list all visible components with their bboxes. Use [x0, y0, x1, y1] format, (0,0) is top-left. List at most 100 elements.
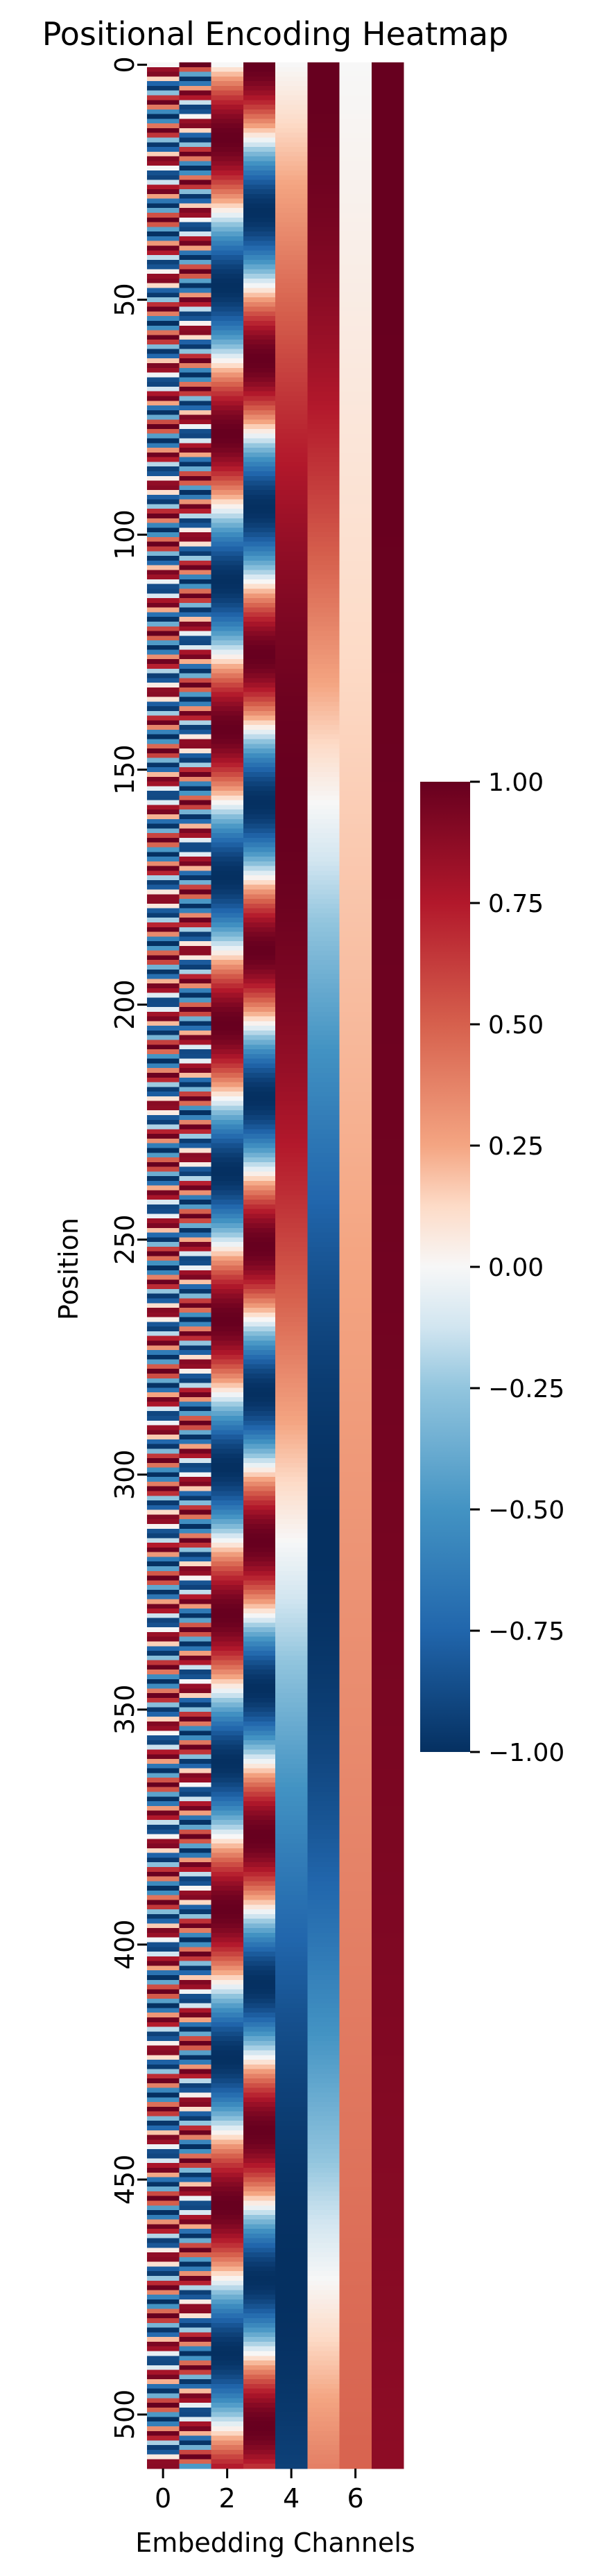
- heatmap-cell: [211, 490, 244, 496]
- heatmap-cell: [371, 1030, 404, 1036]
- heatmap-cell: [275, 664, 308, 669]
- heatmap-cell: [211, 81, 244, 87]
- heatmap-cell: [339, 2083, 372, 2089]
- heatmap-cell: [371, 1227, 404, 1234]
- heatmap-cell: [179, 1134, 212, 1139]
- heatmap-cell: [371, 1439, 404, 1445]
- heatmap-cell: [339, 979, 372, 984]
- heatmap-cell: [307, 626, 340, 632]
- heatmap-cell: [243, 1406, 276, 1412]
- heatmap-cell: [339, 579, 372, 585]
- heatmap-cell: [179, 1448, 212, 1454]
- heatmap-cell: [243, 386, 276, 392]
- heatmap-cell: [211, 1744, 244, 1751]
- heatmap-cell: [307, 1646, 340, 1651]
- heatmap-cell: [307, 729, 340, 735]
- heatmap-cell: [147, 1462, 180, 1469]
- heatmap-cell: [371, 847, 404, 852]
- heatmap-cell: [371, 2299, 404, 2305]
- heatmap-cell: [307, 1322, 340, 1327]
- heatmap-cell: [211, 1937, 244, 1943]
- heatmap-cell: [339, 2036, 372, 2042]
- heatmap-cell: [147, 950, 180, 956]
- heatmap-cell: [243, 1594, 276, 1600]
- heatmap-cell: [339, 828, 372, 834]
- heatmap-cell: [179, 1904, 212, 1910]
- heatmap-cell: [243, 1462, 276, 1469]
- heatmap-cell: [275, 353, 308, 359]
- heatmap-cell: [147, 184, 180, 190]
- heatmap-cell: [371, 1575, 404, 1581]
- heatmap-cell: [339, 1636, 372, 1642]
- heatmap-cell: [211, 734, 244, 740]
- heatmap-cell: [179, 170, 212, 176]
- heatmap-cell: [275, 2135, 308, 2140]
- heatmap-cell: [275, 2130, 308, 2136]
- heatmap-cell: [243, 382, 276, 387]
- heatmap-cell: [243, 1904, 276, 1910]
- heatmap-cell: [307, 1566, 340, 1572]
- heatmap-cell: [371, 419, 404, 425]
- heatmap-cell: [147, 692, 180, 698]
- heatmap-cell: [339, 1923, 372, 1929]
- heatmap-cell: [371, 2243, 404, 2248]
- heatmap-cell: [179, 1688, 212, 1694]
- heatmap-cell: [179, 1340, 212, 1346]
- heatmap-cell: [211, 250, 244, 256]
- heatmap-cell: [243, 659, 276, 665]
- heatmap-cell: [339, 1425, 372, 1430]
- heatmap-cell: [371, 527, 404, 533]
- heatmap-cell: [339, 1829, 372, 1835]
- heatmap-cell: [275, 795, 308, 801]
- heatmap-cell: [371, 1369, 404, 1374]
- heatmap-cell: [211, 1166, 244, 1172]
- heatmap-cell: [371, 170, 404, 176]
- heatmap-cell: [147, 2257, 180, 2263]
- heatmap-cell: [371, 2102, 404, 2108]
- heatmap-cell: [275, 1213, 308, 1219]
- heatmap-cell: [307, 1693, 340, 1699]
- heatmap-cell: [371, 2233, 404, 2239]
- heatmap-cell: [243, 617, 276, 622]
- heatmap-cell: [275, 1077, 308, 1083]
- heatmap-cell: [339, 1101, 372, 1107]
- heatmap-cell: [339, 2280, 372, 2286]
- heatmap-cell: [371, 1396, 404, 1403]
- heatmap-cell: [339, 927, 372, 933]
- heatmap-cell: [275, 311, 308, 317]
- heatmap-cell: [243, 734, 276, 740]
- heatmap-cell: [243, 2435, 276, 2441]
- heatmap-cell: [371, 791, 404, 796]
- heatmap-cell: [339, 1237, 372, 1243]
- heatmap-cell: [211, 2172, 244, 2178]
- heatmap-cell: [243, 1749, 276, 1755]
- heatmap-cell: [147, 818, 180, 825]
- heatmap-cell: [147, 527, 180, 533]
- heatmap-cell: [211, 1740, 244, 1746]
- heatmap-cell: [243, 2383, 276, 2390]
- heatmap-cell: [371, 443, 404, 448]
- heatmap-cell: [243, 2172, 276, 2178]
- heatmap-cell: [275, 2449, 308, 2455]
- heatmap-cell: [243, 988, 276, 994]
- heatmap-cell: [275, 1570, 308, 1577]
- heatmap-cell: [339, 710, 372, 717]
- heatmap-cell: [243, 1796, 276, 1802]
- heatmap-cell: [275, 2243, 308, 2248]
- heatmap-cell: [371, 1881, 404, 1886]
- heatmap-cell: [307, 1523, 340, 1530]
- heatmap-cell: [307, 1717, 340, 1722]
- heatmap-cell: [179, 1505, 212, 1511]
- heatmap-cell: [371, 1058, 404, 1064]
- heatmap-cell: [179, 1284, 212, 1290]
- colorbar-tick-label: 1.00: [488, 769, 544, 797]
- heatmap-cell: [307, 2017, 340, 2023]
- heatmap-cell: [275, 1171, 308, 1177]
- heatmap-cell: [339, 2275, 372, 2281]
- heatmap-cell: [243, 227, 276, 232]
- heatmap-cell: [275, 673, 308, 678]
- heatmap-cell: [371, 1124, 404, 1130]
- heatmap-cell: [275, 1918, 308, 1924]
- heatmap-cell: [211, 1180, 244, 1186]
